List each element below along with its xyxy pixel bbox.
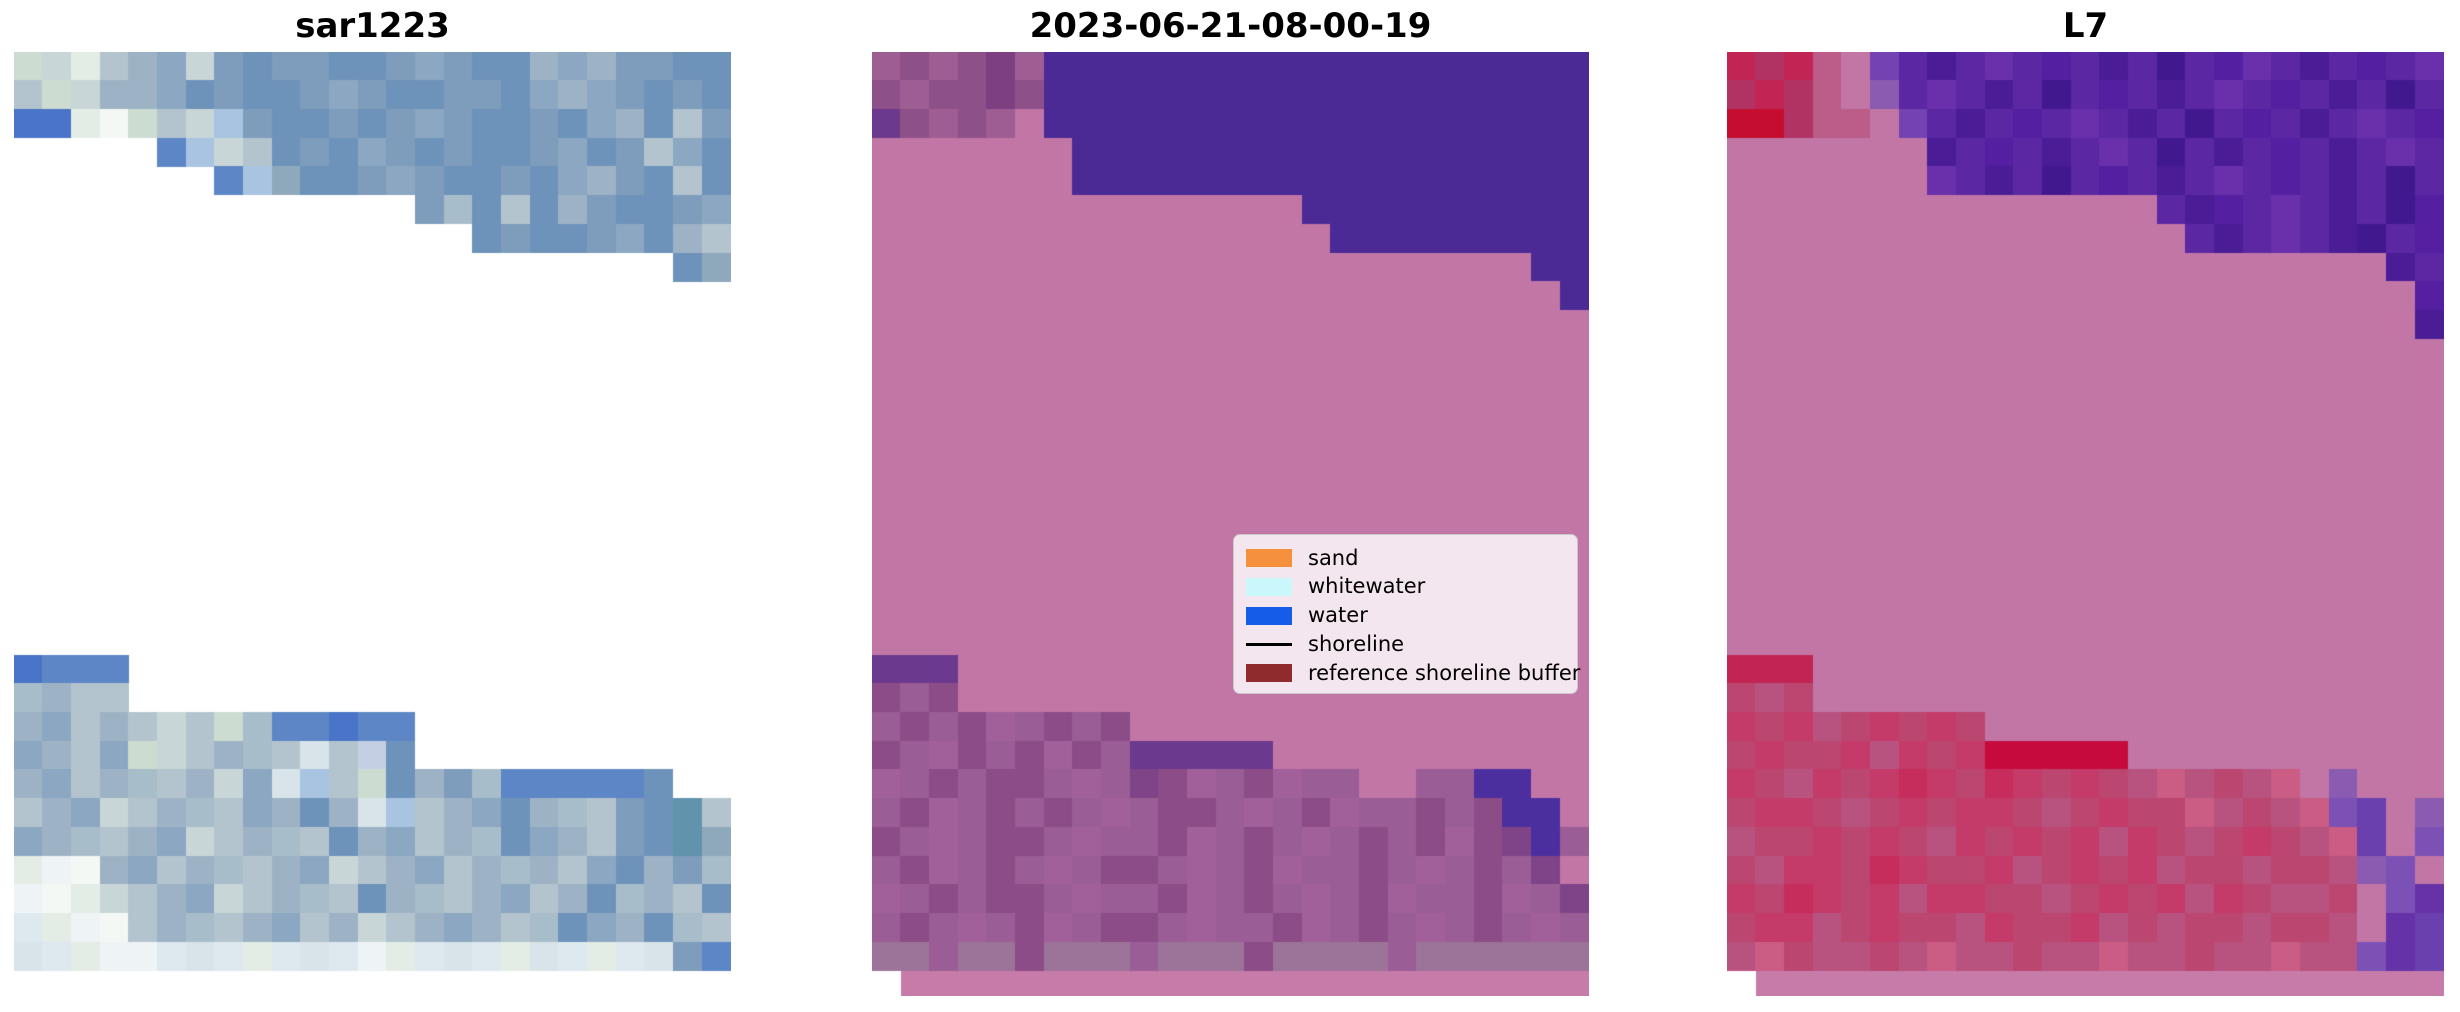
legend-item-water: water <box>1246 602 1567 630</box>
legend-label-water: water <box>1308 603 1368 627</box>
legend-item-shoreline: shoreline <box>1246 630 1567 658</box>
legend-label-reference-shoreline-buffer: reference shoreline buffer <box>1308 660 1581 685</box>
mosaic-L7 <box>1727 52 2444 996</box>
legend-item-sand: sand <box>1246 544 1567 572</box>
sand-color-patch <box>1246 549 1292 567</box>
legend-item-whitewater: whitewater <box>1246 573 1567 601</box>
legend-box: sand whitewater water shoreline referenc… <box>1233 534 1580 694</box>
mosaic-t20230621 <box>872 52 1589 996</box>
panel-sar1223 <box>14 52 731 996</box>
panel-title-sar1223: sar1223 <box>295 6 450 46</box>
panel-title-l7: L7 <box>2062 6 2109 46</box>
panel-date: sand whitewater water shoreline referenc… <box>872 52 1589 996</box>
water-color-patch <box>1246 606 1292 625</box>
panel-title-date: 2023-06-21-08-00-19 <box>1029 6 1432 46</box>
legend-label-whitewater: whitewater <box>1308 574 1426 599</box>
mosaic-sar1223 <box>14 52 731 996</box>
legend-item-reference-shoreline-buffer: reference shoreline buffer <box>1246 659 1580 687</box>
shoreline-line-icon <box>1246 642 1292 646</box>
legend-label-shoreline: shoreline <box>1308 631 1405 656</box>
panel-l7 <box>1727 52 2444 996</box>
reference-shoreline-buffer-color-patch <box>1246 664 1292 682</box>
whitewater-color-patch <box>1246 577 1292 596</box>
legend-label-sand: sand <box>1308 545 1359 570</box>
